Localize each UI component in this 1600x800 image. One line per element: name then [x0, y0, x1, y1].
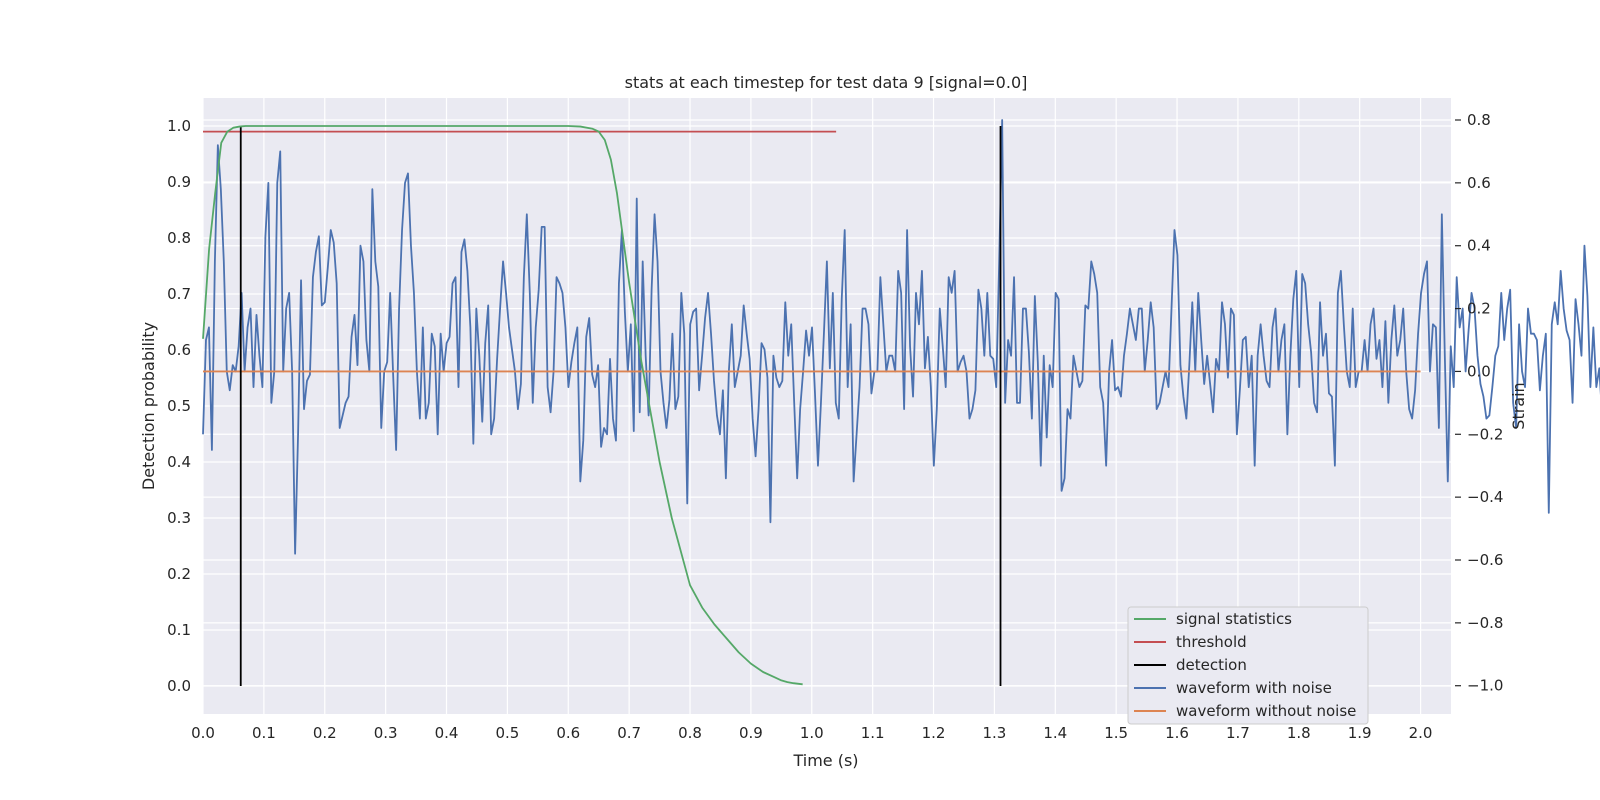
y-tick-label: 0.0: [167, 677, 191, 695]
y-tick-label: 0.2: [167, 565, 191, 583]
series-layer: [202, 119, 1600, 686]
x-tick-label: 0.8: [678, 724, 702, 742]
x-tick-label: 0.7: [617, 724, 641, 742]
x-tick-label: 1.7: [1226, 724, 1250, 742]
y-axis-label: Detection probability: [139, 322, 158, 490]
x-axis-label: Time (s): [792, 751, 858, 770]
legend-label-waveform-with-noise: waveform with noise: [1176, 679, 1332, 697]
x-tick-label: 0.4: [435, 724, 459, 742]
y2-axis-label: Strain: [1509, 382, 1528, 429]
x-tick-label: 1.4: [1043, 724, 1067, 742]
x-tick-label: 1.3: [982, 724, 1006, 742]
x-tick-label: 0.2: [313, 724, 337, 742]
y-tick-label: 0.6: [167, 341, 191, 359]
y-tick-label: 0.7: [167, 285, 191, 303]
y2-tick-label: −0.2: [1467, 425, 1503, 443]
y-tick-label: 0.8: [167, 229, 191, 247]
y-tick-label: 0.3: [167, 509, 191, 527]
chart-title: stats at each timestep for test data 9 […: [625, 73, 1028, 92]
y2-tick-label: −0.6: [1467, 551, 1503, 569]
legend-label-waveform-without-noise: waveform without noise: [1176, 702, 1356, 720]
x-tick-label: 0.0: [191, 724, 215, 742]
y-tick-label: 0.5: [167, 397, 191, 415]
y2-tick-label: 0.6: [1467, 174, 1491, 192]
y-tick-label: 0.9: [167, 173, 191, 191]
x-tick-label: 1.0: [800, 724, 824, 742]
y2-tick-label: 0.2: [1467, 300, 1491, 318]
x-tick-label: 1.9: [1348, 724, 1372, 742]
x-tick-label: 1.8: [1287, 724, 1311, 742]
y-tick-label: 1.0: [167, 117, 191, 135]
legend-label-signal-statistics: signal statistics: [1176, 610, 1292, 628]
x-tick-label: 0.1: [252, 724, 276, 742]
y-axis-ticks: 0.0 0.1 0.2 0.3 0.4 0.5 0.6 0.7 0.8 0.9 1.0: [167, 117, 191, 695]
y2-tick-label: −1.0: [1467, 677, 1503, 695]
y2-tick-label: 0.4: [1467, 237, 1491, 255]
legend-label-detection: detection: [1176, 656, 1247, 674]
y2-axis-ticks: −1.0 −0.8 −0.6 −0.4 −0.2 0.0 0.2 0.4 0.6 0.8: [1455, 111, 1503, 695]
signal-statistics-line: [202, 125, 803, 686]
legend-box: [1127, 606, 1369, 725]
legend: signal statistics threshold detection wa…: [1127, 606, 1369, 725]
legend-label-threshold: threshold: [1176, 633, 1247, 651]
x-tick-label: 0.9: [739, 724, 763, 742]
y-tick-label: 0.4: [167, 453, 191, 471]
y2-tick-label: −0.4: [1467, 488, 1503, 506]
x-tick-label: 0.6: [556, 724, 580, 742]
x-tick-label: 1.6: [1165, 724, 1189, 742]
x-tick-label: 1.5: [1104, 724, 1128, 742]
y2-tick-label: 0.8: [1467, 111, 1491, 129]
y2-tick-label: 0.0: [1467, 362, 1491, 380]
y-tick-label: 0.1: [167, 621, 191, 639]
x-axis-ticks: 0.0 0.1 0.2 0.3 0.4 0.5 0.6 0.7 0.8 0.9 1.0 1.1 1.2 1…: [191, 724, 1432, 742]
y2-tick-label: −0.8: [1467, 614, 1503, 632]
x-tick-label: 0.3: [374, 724, 398, 742]
x-tick-label: 1.1: [861, 724, 885, 742]
x-tick-label: 2.0: [1409, 724, 1433, 742]
waveform-with-noise-line: [202, 119, 1600, 555]
x-tick-label: 1.2: [922, 724, 946, 742]
x-tick-label: 0.5: [495, 724, 519, 742]
